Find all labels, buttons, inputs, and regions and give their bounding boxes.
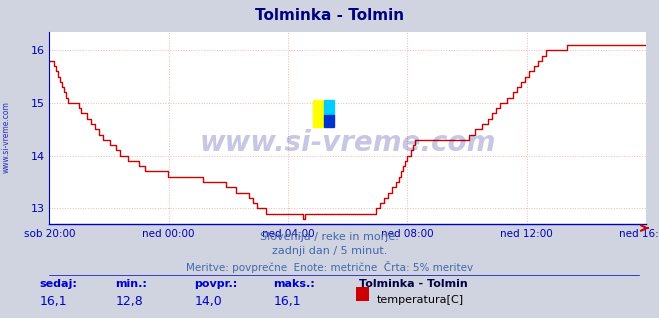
Bar (313, 100, 324, 127)
Bar (324, 100, 334, 115)
Text: Tolminka - Tolmin: Tolminka - Tolmin (255, 8, 404, 23)
Text: 14,0: 14,0 (194, 295, 222, 308)
Text: sedaj:: sedaj: (40, 279, 77, 289)
Text: 16,1: 16,1 (40, 295, 67, 308)
Text: min.:: min.: (115, 279, 147, 289)
Text: Slovenija / reke in morje.: Slovenija / reke in morje. (260, 232, 399, 241)
Text: temperatura[C]: temperatura[C] (377, 295, 464, 305)
Text: povpr.:: povpr.: (194, 279, 238, 289)
Text: 12,8: 12,8 (115, 295, 143, 308)
Text: Meritve: povprečne  Enote: metrične  Črta: 5% meritev: Meritve: povprečne Enote: metrične Črta:… (186, 261, 473, 273)
Text: www.si-vreme.com: www.si-vreme.com (200, 129, 496, 157)
Text: Tolminka - Tolmin: Tolminka - Tolmin (359, 279, 468, 289)
Bar (324, 115, 334, 127)
Text: 16,1: 16,1 (273, 295, 301, 308)
Text: www.si-vreme.com: www.si-vreme.com (2, 101, 11, 173)
Text: maks.:: maks.: (273, 279, 315, 289)
Text: zadnji dan / 5 minut.: zadnji dan / 5 minut. (272, 246, 387, 256)
